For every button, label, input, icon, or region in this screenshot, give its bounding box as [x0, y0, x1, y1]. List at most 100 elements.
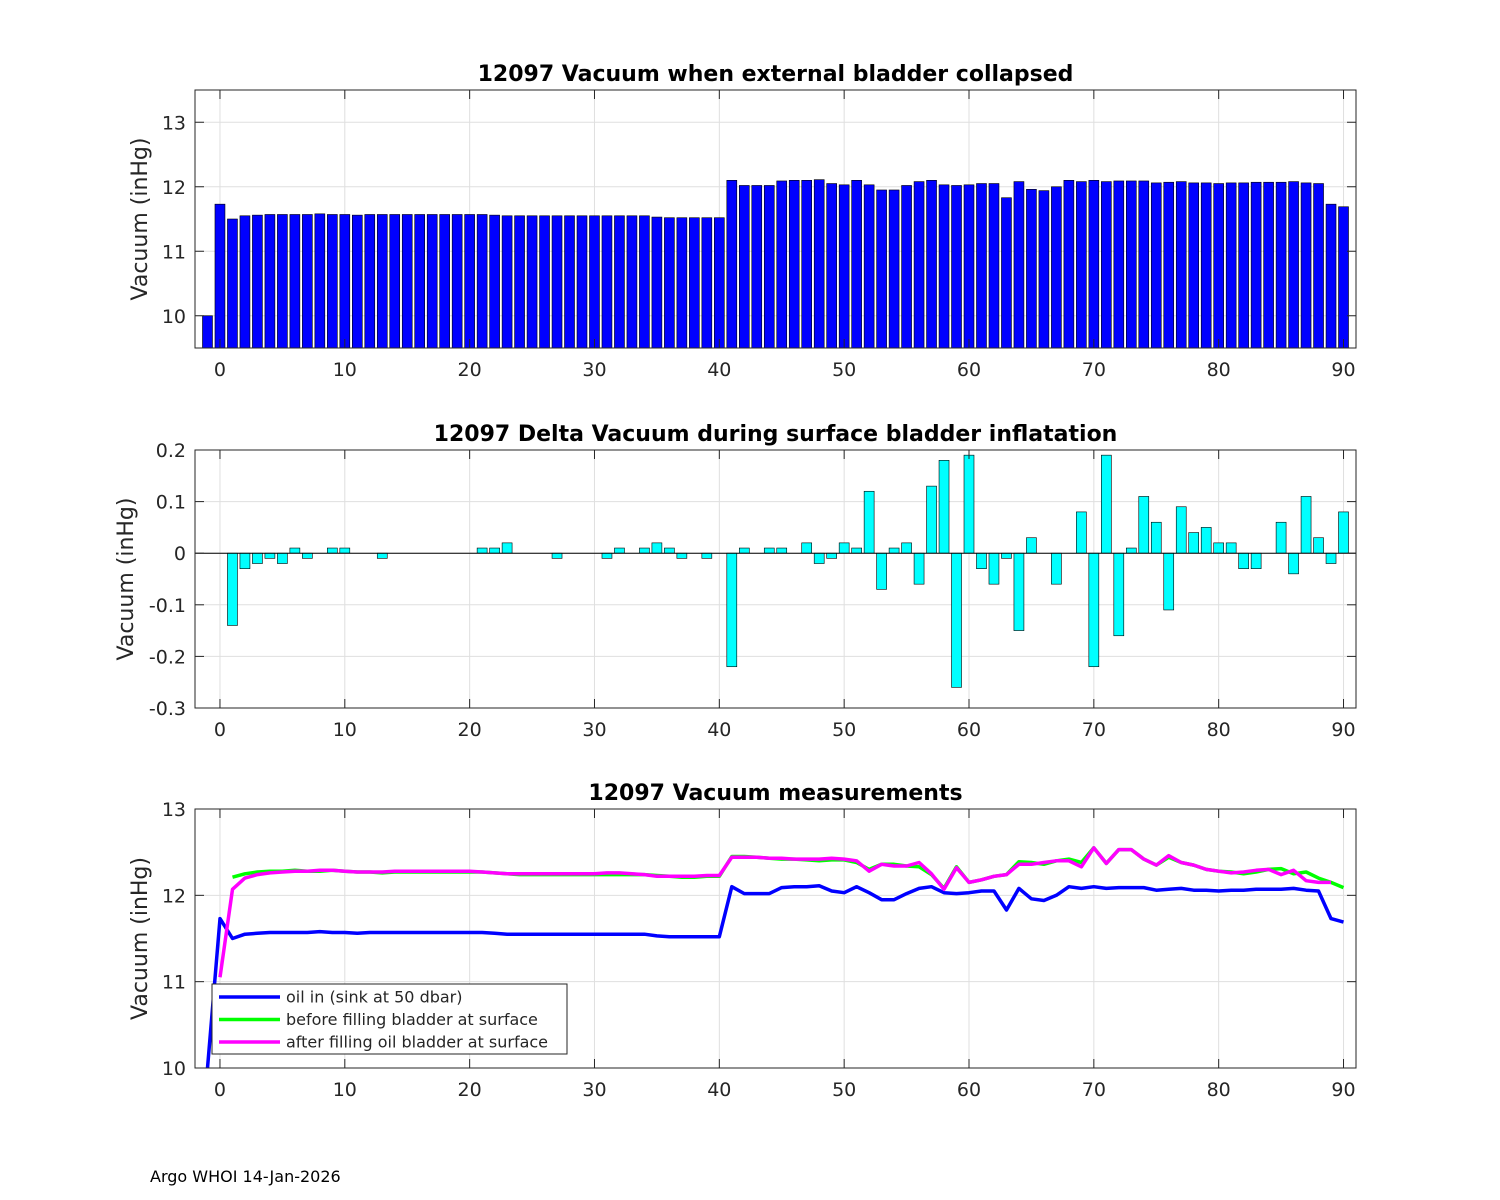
bar	[1125, 180, 1137, 349]
bar	[1275, 181, 1287, 349]
bar	[1138, 496, 1150, 554]
bar	[1213, 183, 1224, 349]
y-tick-label: 12	[162, 177, 186, 199]
x-tick-label: 60	[957, 719, 981, 741]
bar	[651, 542, 663, 554]
bar	[926, 180, 937, 349]
bar	[963, 454, 975, 554]
bar	[614, 547, 625, 554]
legend-label: before filling bladder at surface	[286, 1010, 538, 1029]
y-tick-label: 10	[162, 306, 186, 328]
bar	[1225, 542, 1237, 554]
x-tick-label: 30	[582, 719, 606, 741]
bar	[1175, 181, 1187, 349]
bar	[1013, 181, 1025, 349]
bar	[601, 215, 613, 349]
x-tick-label: 30	[582, 359, 606, 381]
bar	[639, 547, 650, 554]
bar	[938, 460, 950, 554]
bar	[1200, 527, 1212, 554]
x-tick-label: 10	[333, 359, 357, 381]
bar	[1200, 182, 1212, 349]
bar	[988, 183, 1000, 349]
bar	[1225, 182, 1237, 349]
bar	[1051, 186, 1062, 349]
x-tick-label: 40	[707, 719, 731, 741]
bar	[202, 315, 213, 349]
bar	[264, 214, 276, 349]
x-tick-label: 60	[957, 1079, 981, 1101]
bar	[1063, 180, 1075, 349]
bar	[401, 214, 413, 349]
bar	[801, 180, 813, 349]
bar	[489, 547, 500, 554]
axes-frame	[194, 449, 1357, 709]
bar	[826, 183, 837, 349]
bar	[726, 180, 738, 349]
bar	[1088, 180, 1100, 349]
bar	[1238, 552, 1249, 569]
y-axis-label: Vacuum (inHg)	[128, 138, 153, 301]
bar	[239, 552, 251, 569]
bar	[838, 184, 850, 349]
bar	[1163, 552, 1175, 611]
bar	[551, 215, 563, 349]
x-tick-label: 0	[214, 1079, 226, 1101]
bar	[963, 184, 975, 349]
bar	[1163, 181, 1175, 349]
bar	[988, 552, 1000, 585]
legend-label: oil in (sink at 50 dbar)	[286, 988, 463, 1007]
bar	[676, 217, 688, 349]
x-tick-label: 90	[1331, 359, 1355, 381]
x-tick-label: 90	[1331, 719, 1355, 741]
bar	[901, 185, 912, 349]
x-tick-label: 40	[707, 359, 731, 381]
bar	[876, 189, 887, 349]
bar	[389, 214, 401, 349]
bar	[614, 215, 625, 349]
bar	[376, 214, 388, 349]
bar	[1038, 190, 1050, 349]
y-tick-label: 0.2	[156, 440, 186, 462]
bar	[751, 185, 763, 349]
bar	[801, 542, 813, 554]
bar	[601, 552, 613, 559]
x-tick-label: 80	[1207, 359, 1231, 381]
bar	[1313, 183, 1324, 349]
x-tick-label: 50	[832, 359, 856, 381]
chart-panel-delta-vacuum: 0 10 20 30 40 50 60 70 80 90 0.2 0.1 0 -0.1 -0.2 -0.3 12…	[114, 422, 1357, 741]
y-tick-label: -0.1	[149, 595, 186, 617]
bar	[1250, 552, 1262, 569]
bar	[376, 552, 388, 559]
y-tick-label: 12	[162, 885, 186, 907]
bar	[901, 542, 912, 554]
bar	[1101, 181, 1112, 349]
bar	[664, 217, 675, 349]
bar	[327, 547, 338, 554]
bar	[489, 214, 500, 349]
x-tick-label: 10	[333, 1079, 357, 1101]
bar	[1288, 181, 1299, 349]
bar	[1313, 537, 1324, 554]
bar	[1188, 182, 1200, 349]
bar	[1238, 182, 1249, 349]
bar	[876, 552, 887, 590]
bar	[564, 215, 575, 349]
chart-title: 12097 Vacuum when external bladder colla…	[478, 62, 1074, 87]
bar	[1051, 552, 1062, 585]
x-tick-label: 10	[333, 719, 357, 741]
bar	[551, 552, 563, 559]
x-tick-label: 70	[1082, 719, 1106, 741]
chart-panel-vacuum-measurements: oil in (sink at 50 dbar) before filling b…	[128, 781, 1357, 1101]
bar	[439, 214, 450, 349]
bar	[676, 552, 688, 559]
bar	[701, 217, 713, 349]
y-tick-label: 10	[162, 1058, 186, 1080]
bar	[1300, 182, 1312, 349]
bar	[851, 180, 862, 349]
footer-label: Argo WHOI 14-Jan-2026	[150, 1167, 341, 1186]
bar	[1076, 181, 1087, 349]
bar	[314, 213, 326, 349]
bar	[526, 215, 538, 349]
y-tick-label: 11	[162, 972, 186, 994]
